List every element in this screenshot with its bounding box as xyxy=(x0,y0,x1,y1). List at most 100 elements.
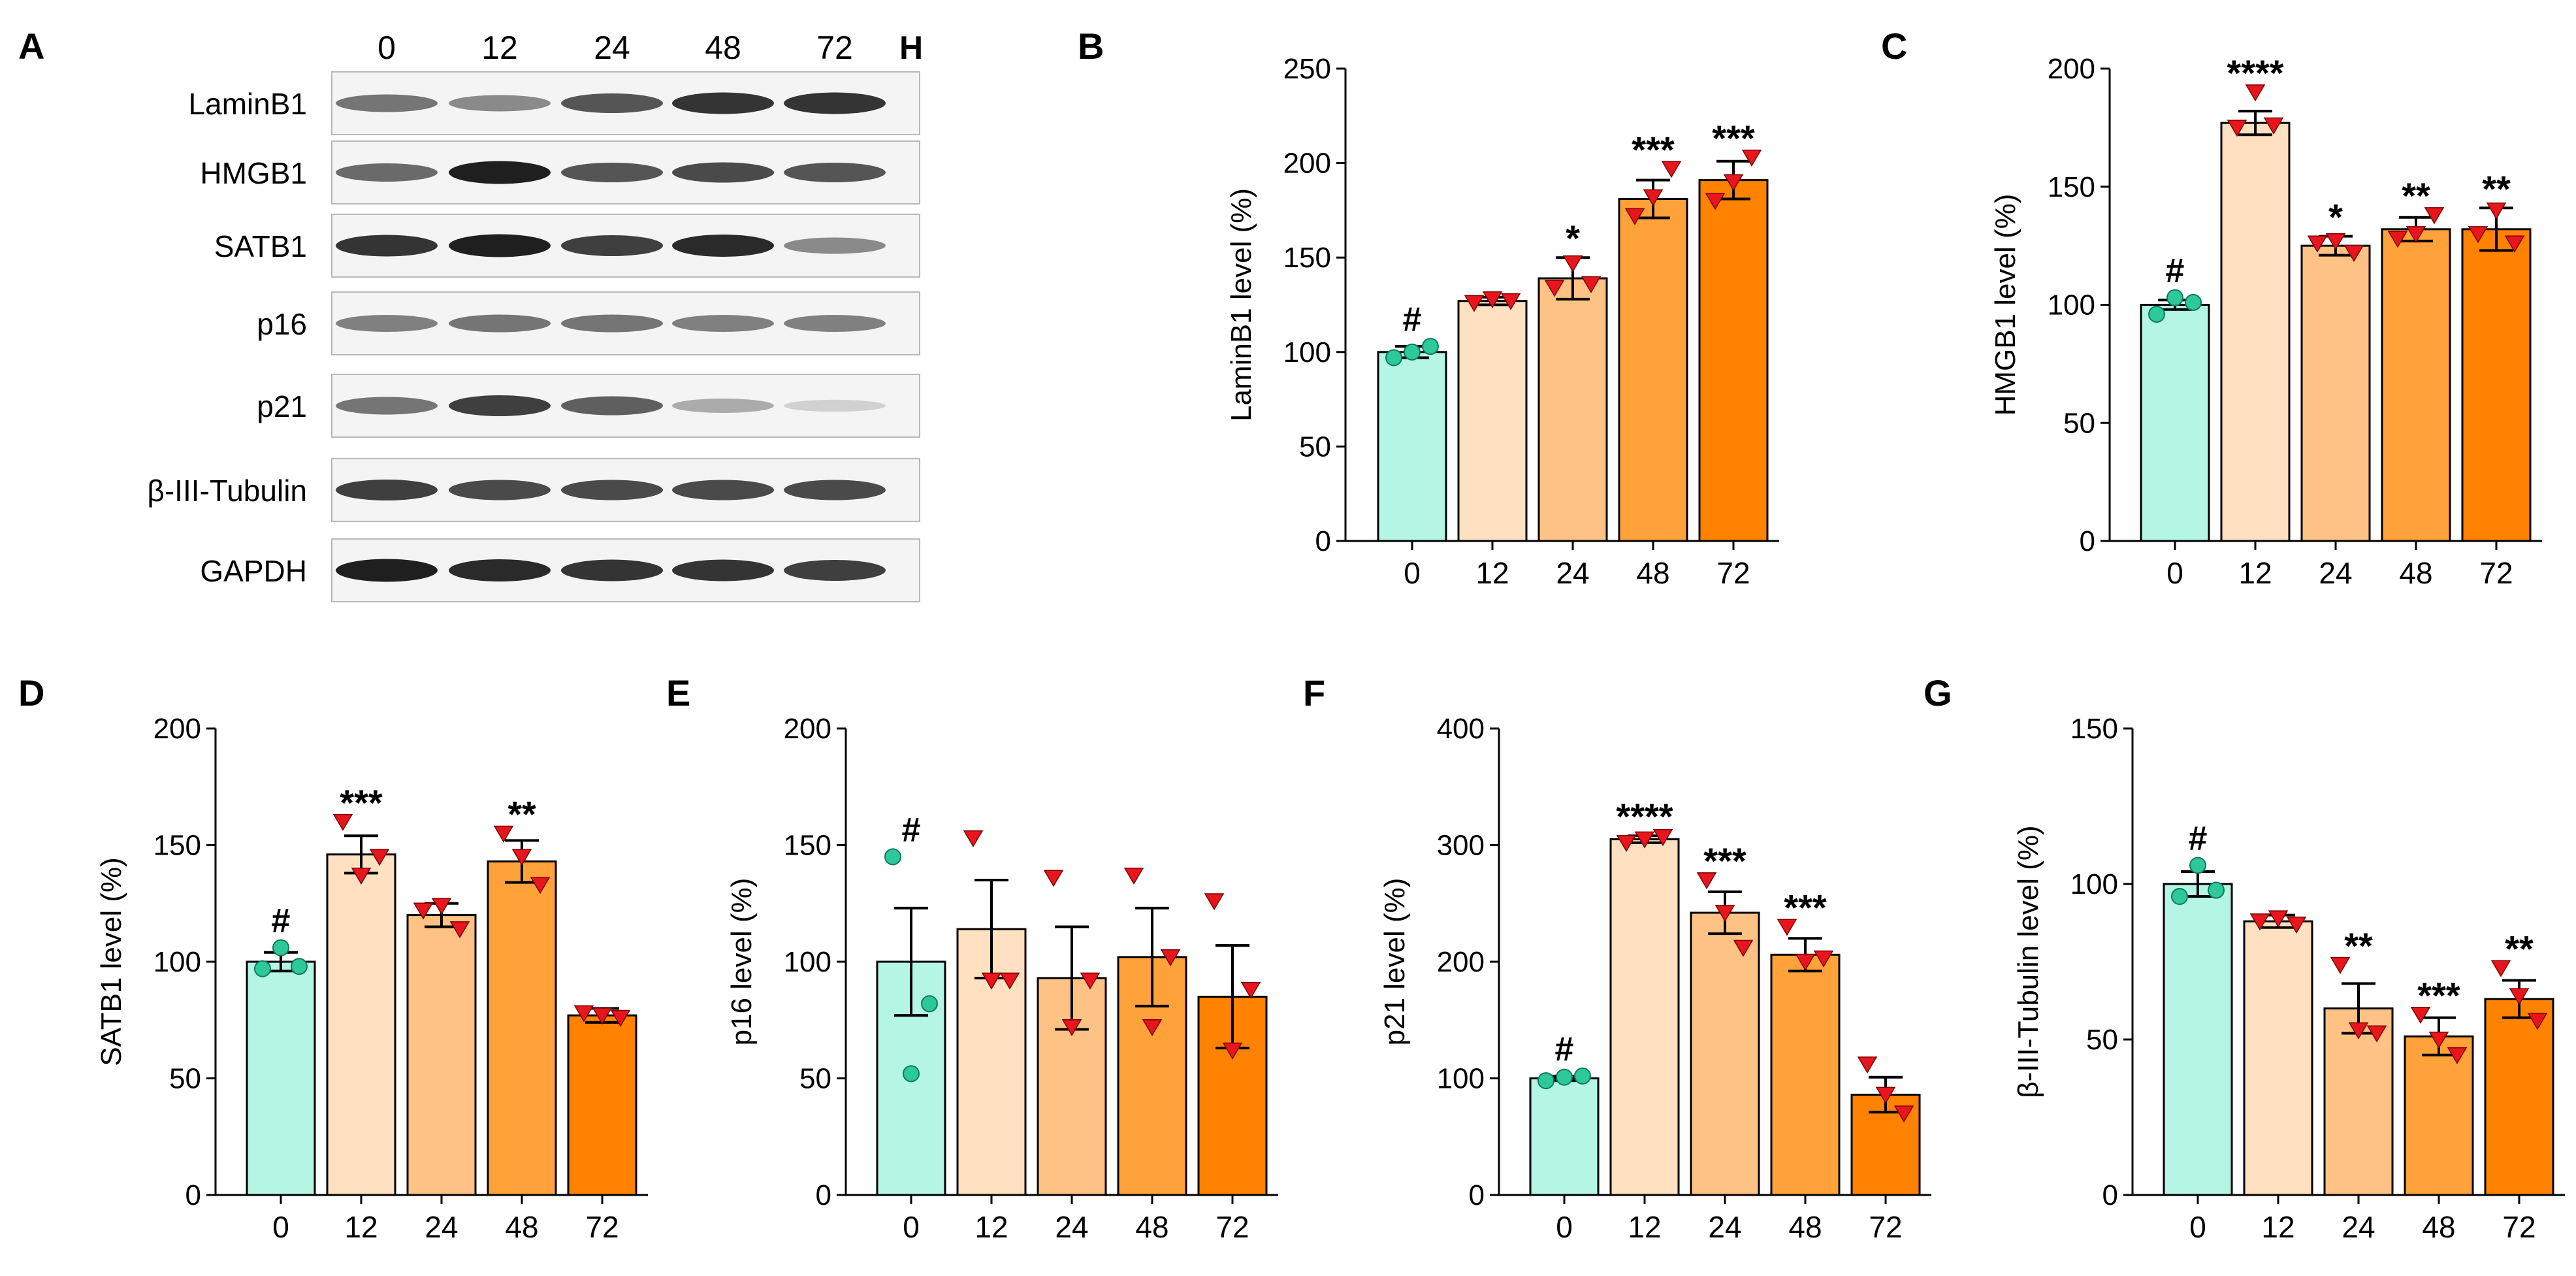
y-tick-label: 0 xyxy=(1469,1179,1485,1211)
blot-row-label: LaminB1 xyxy=(188,87,307,121)
y-axis-label: SATB1 level (%) xyxy=(95,857,127,1066)
protein-band xyxy=(336,480,438,500)
protein-band xyxy=(784,480,886,500)
data-point xyxy=(351,867,372,885)
data-point xyxy=(254,960,271,977)
lane-label: 0 xyxy=(378,29,396,66)
data-point xyxy=(1404,343,1421,361)
blot-row-label: p16 xyxy=(257,307,307,341)
data-point xyxy=(1123,867,1144,885)
data-point xyxy=(1875,1087,1896,1104)
significance-label: ** xyxy=(2344,925,2373,966)
bar xyxy=(2140,304,2210,542)
x-tick-label: 24 xyxy=(1708,1210,1741,1244)
y-tick-label: 100 xyxy=(153,946,201,978)
blot-row-label: SATB1 xyxy=(214,229,307,263)
x-tick-label: 12 xyxy=(1628,1210,1661,1244)
data-point xyxy=(530,877,551,894)
chart-panel-f: F 0 100 200 300 400 p21 level (%) 0 #12 **** 24 ***… xyxy=(1303,672,1931,1244)
bar xyxy=(487,860,557,1196)
data-point xyxy=(1204,893,1225,911)
significance-label: # xyxy=(1555,1030,1574,1068)
protein-band xyxy=(561,480,663,500)
significance-label: **** xyxy=(1616,796,1673,837)
lane-label: 72 xyxy=(816,29,853,66)
data-point xyxy=(921,995,938,1013)
y-tick-label: 200 xyxy=(153,713,201,745)
bar xyxy=(1538,277,1608,542)
data-point xyxy=(1422,338,1439,355)
bar xyxy=(1770,953,1841,1196)
data-point xyxy=(2343,245,2364,263)
protein-band xyxy=(784,163,886,182)
data-point xyxy=(272,939,289,957)
data-point xyxy=(573,1005,594,1022)
data-point xyxy=(1661,161,1682,178)
y-axis-label: β-III-Tubulin level (%) xyxy=(2012,825,2044,1098)
data-point xyxy=(2148,305,2165,323)
data-point xyxy=(2486,202,2507,220)
data-point xyxy=(1562,255,1583,272)
bar xyxy=(2381,228,2451,542)
data-point xyxy=(981,972,1002,990)
bar xyxy=(1377,351,1447,542)
data-point xyxy=(1500,293,1521,310)
blot-row-label: HMGB1 xyxy=(200,156,307,190)
significance-label: * xyxy=(1566,218,1580,259)
data-point xyxy=(2468,226,2488,244)
significance-label: # xyxy=(902,811,921,849)
data-point xyxy=(2366,1025,2387,1043)
data-point xyxy=(1733,940,1754,957)
data-point xyxy=(291,958,308,975)
chart-panel-b: B 0 50 100 150 200 250 LaminB1 level (%) 0 #12 24 *… xyxy=(1078,25,1779,590)
y-tick-label: 150 xyxy=(2070,713,2118,745)
protein-band xyxy=(672,315,774,332)
protein-band xyxy=(336,235,438,257)
x-tick-label: 48 xyxy=(1636,556,1669,590)
protein-band xyxy=(784,560,886,581)
data-point xyxy=(1813,950,1834,968)
x-tick-label: 48 xyxy=(2422,1210,2455,1244)
y-axis-label: p16 level (%) xyxy=(726,878,758,1046)
significance-label: *** xyxy=(1632,129,1675,170)
x-tick-label: 24 xyxy=(2342,1210,2375,1244)
x-tick-label: 24 xyxy=(1556,556,1589,590)
significance-label: ** xyxy=(507,794,536,835)
x-tick-label: 0 xyxy=(1404,556,1421,590)
significance-label: *** xyxy=(1784,887,1827,928)
data-point xyxy=(2490,960,2511,977)
data-point xyxy=(1581,276,1602,293)
significance-label: *** xyxy=(340,782,383,823)
protein-band xyxy=(784,92,886,114)
bar xyxy=(2461,228,2532,542)
protein-band xyxy=(561,559,663,581)
data-point xyxy=(2504,235,2525,253)
y-tick-label: 0 xyxy=(1315,525,1331,557)
data-point xyxy=(1857,1056,1878,1074)
data-point xyxy=(1538,1072,1554,1090)
significance-label: * xyxy=(2328,197,2343,238)
protein-band xyxy=(449,395,551,416)
y-tick-label: 200 xyxy=(1437,946,1485,978)
data-point xyxy=(1464,295,1485,312)
panel-letter: G xyxy=(1924,672,1952,713)
blot-row-label: GAPDH xyxy=(200,554,307,588)
data-point xyxy=(2348,1022,2369,1039)
x-tick-label: 72 xyxy=(1216,1210,1249,1244)
x-tick-label: 24 xyxy=(425,1210,458,1244)
data-point xyxy=(2447,1047,2468,1064)
data-point xyxy=(1556,1068,1573,1086)
bar xyxy=(1690,911,1760,1196)
x-tick-label: 72 xyxy=(1716,556,1750,590)
significance-label: ** xyxy=(2505,928,2534,970)
data-point xyxy=(493,825,514,843)
y-tick-label: 0 xyxy=(816,1179,831,1211)
protein-band xyxy=(561,163,663,182)
bar xyxy=(1609,838,1680,1196)
bar xyxy=(326,853,396,1196)
data-point xyxy=(2307,235,2328,253)
data-point xyxy=(1696,872,1717,890)
protein-band xyxy=(561,235,663,256)
data-point xyxy=(2249,913,2270,931)
panel-letter: B xyxy=(1078,25,1104,67)
